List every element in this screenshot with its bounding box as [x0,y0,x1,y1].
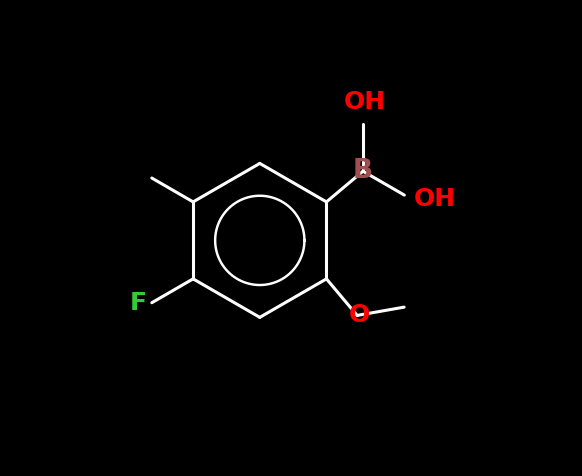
Text: B: B [353,158,373,184]
Text: O: O [349,303,370,327]
Text: OH: OH [413,187,456,211]
Text: OH: OH [344,90,386,114]
Text: F: F [129,291,146,315]
